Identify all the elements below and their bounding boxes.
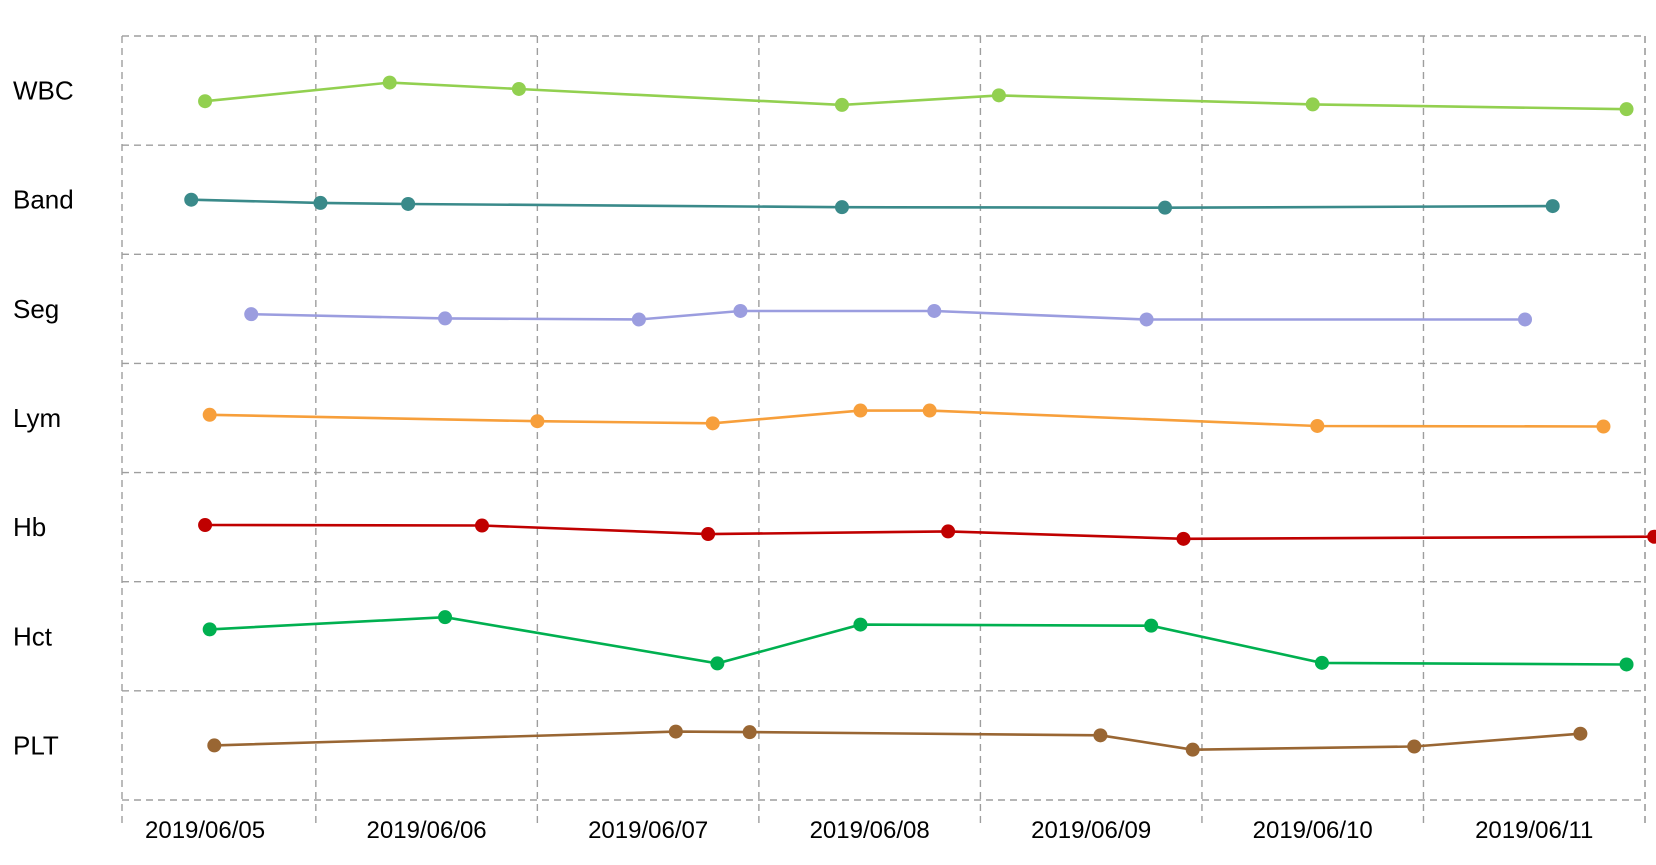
data-point-hb	[941, 524, 956, 539]
series-labels: WBC Band Seg Lym Hb Hct PLT	[13, 76, 74, 761]
data-point-plt	[207, 738, 222, 753]
data-point-seg	[733, 303, 748, 318]
series-label-wbc: WBC	[13, 76, 74, 106]
data-point-hb	[701, 527, 716, 542]
data-point-band	[313, 195, 328, 210]
data-point-wbc	[1305, 97, 1320, 112]
data-point-plt	[1093, 728, 1108, 743]
data-point-plt	[742, 725, 757, 740]
data-point-wbc	[198, 94, 213, 109]
series-label-lym: Lym	[13, 403, 61, 433]
data-point-lym	[922, 403, 937, 418]
data-point-seg	[1518, 312, 1533, 327]
data-point-lym	[202, 407, 217, 422]
data-point-hct	[1144, 618, 1159, 633]
data-point-lym	[705, 416, 720, 431]
series-line-hct	[209, 615, 1627, 666]
data-point-hb	[1647, 529, 1656, 544]
series-line-lym	[209, 409, 1604, 428]
series-label-hct: Hct	[13, 621, 53, 651]
data-point-seg	[631, 312, 646, 327]
data-point-hb	[198, 518, 213, 533]
data-point-hct	[202, 622, 217, 637]
series-line-band	[191, 198, 1553, 210]
data-point-wbc	[382, 75, 397, 90]
data-point-plt	[1573, 726, 1588, 741]
x-tick-label: 2019/06/11	[1475, 817, 1593, 844]
data-point-plt	[668, 724, 683, 739]
data-point-hct	[853, 617, 868, 632]
x-tick-label: 2019/06/09	[1031, 817, 1151, 844]
data-point-lym	[853, 403, 868, 418]
data-point-seg	[1139, 312, 1154, 327]
data-point-wbc	[1619, 102, 1634, 117]
series-label-plt: PLT	[13, 730, 59, 760]
series-line-plt	[214, 730, 1581, 752]
data-point-seg	[244, 307, 259, 322]
data-point-hct	[438, 610, 453, 625]
series-line-hb	[205, 523, 1655, 541]
data-point-wbc	[511, 81, 526, 96]
series-label-band: Band	[13, 185, 74, 215]
x-axis-tick-labels: 2019/06/05 2019/06/06 2019/06/07 2019/06/08…	[145, 817, 1593, 844]
data-point-band	[184, 192, 199, 207]
data-point-hct	[710, 656, 725, 671]
data-point-lym	[530, 414, 545, 429]
data-point-lym	[1310, 418, 1325, 433]
data-point-band	[1158, 200, 1173, 215]
grid-lines	[121, 35, 1646, 825]
data-point-band	[401, 196, 416, 211]
data-point-plt	[1407, 739, 1422, 754]
data-point-seg	[927, 303, 942, 318]
series-lines	[184, 75, 1656, 757]
data-point-band	[834, 200, 849, 215]
x-tick-label: 2019/06/07	[588, 817, 708, 844]
data-point-lym	[1596, 419, 1611, 434]
series-line-wbc	[204, 81, 1627, 111]
data-point-wbc	[991, 88, 1006, 103]
data-point-wbc	[834, 97, 849, 112]
data-point-hct	[1314, 655, 1329, 670]
series-label-seg: Seg	[13, 294, 59, 324]
data-point-hb	[1176, 531, 1191, 546]
x-tick-label: 2019/06/08	[810, 817, 930, 844]
data-point-hct	[1619, 657, 1634, 672]
data-point-plt	[1185, 742, 1200, 757]
data-point-hb	[474, 518, 489, 533]
x-tick-label: 2019/06/05	[145, 817, 265, 844]
x-tick-label: 2019/06/10	[1253, 817, 1373, 844]
x-tick-label: 2019/06/06	[367, 817, 487, 844]
series-label-hb: Hb	[13, 512, 46, 542]
data-point-band	[1545, 199, 1560, 214]
data-point-seg	[438, 311, 453, 326]
